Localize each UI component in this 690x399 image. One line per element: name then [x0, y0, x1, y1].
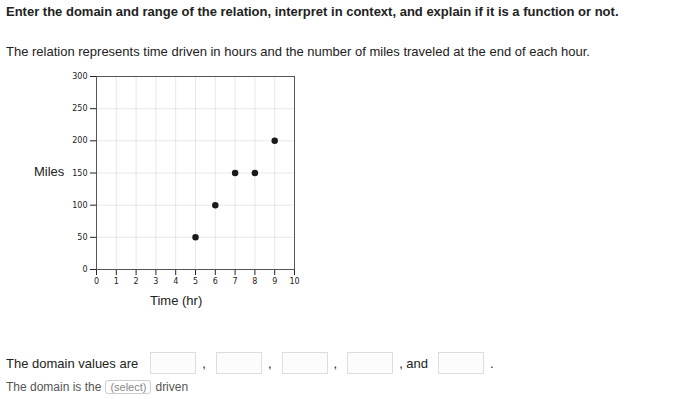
svg-text:1: 1	[114, 277, 119, 286]
svg-text:2: 2	[134, 277, 139, 286]
html-text:, and: , and	[399, 355, 428, 371]
svg-text:8: 8	[252, 277, 257, 286]
html-text:The relation represents time d: The relation represents time driven in h…	[6, 44, 590, 59]
html-text:The domain values are: The domain values are	[6, 355, 139, 371]
html-text:Enter the domain and range of: Enter the domain and range of the relati…	[6, 4, 619, 19]
svg-text:200: 200	[72, 136, 87, 145]
svg-text:6: 6	[213, 277, 218, 286]
svg-text:0: 0	[94, 277, 99, 286]
html-text:(select): (select)	[110, 381, 147, 393]
svg-text:300: 300	[72, 72, 87, 81]
svg-text:150: 150	[72, 169, 87, 178]
svg-text:250: 250	[72, 104, 87, 113]
svg-text:10: 10	[289, 277, 299, 286]
html-text:Time (hr): Time (hr)	[150, 293, 203, 308]
html-text:driven: driven	[155, 380, 189, 394]
html-text:Miles: Miles	[34, 164, 65, 179]
svg-text:50: 50	[77, 233, 87, 242]
svg-text:100: 100	[72, 201, 87, 210]
html-text:The domain is the: The domain is the	[6, 380, 102, 394]
svg-text:4: 4	[173, 277, 178, 286]
svg-text:3: 3	[153, 277, 158, 286]
svg-text:9: 9	[272, 277, 277, 286]
svg-text:0: 0	[82, 265, 87, 274]
svg-text:7: 7	[233, 277, 238, 286]
svg-text:5: 5	[193, 277, 198, 286]
